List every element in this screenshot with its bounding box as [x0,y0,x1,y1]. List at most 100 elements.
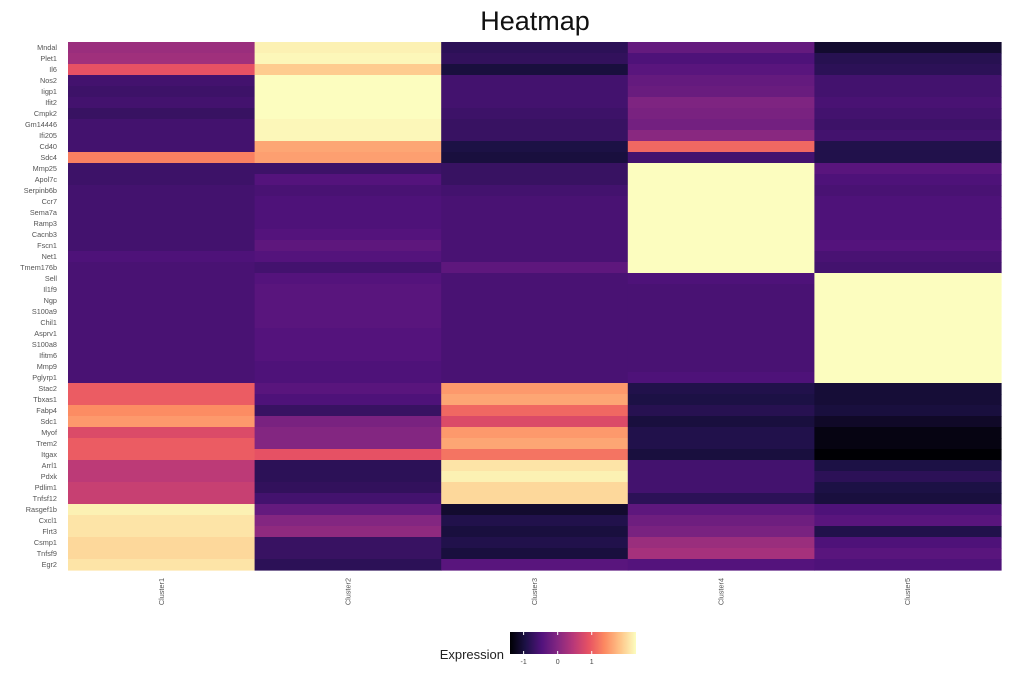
heatmap-cell [814,427,1002,439]
heatmap-cell [254,163,442,175]
heatmap-cell [814,394,1002,406]
gene-label: Tbxas1 [33,395,57,404]
heatmap-cell [254,240,442,252]
heatmap-cell [441,108,629,120]
heatmap-cell [254,427,442,439]
heatmap-cell [68,482,256,494]
legend-title: Expression [440,647,504,662]
cluster-label: Cluster4 [717,578,726,605]
gene-label: Gm14446 [25,120,57,129]
heatmap-cell [814,482,1002,494]
heatmap-cell [68,328,256,340]
heatmap-cell [68,152,256,164]
heatmap-cell [254,108,442,120]
heatmap-cell [814,284,1002,296]
heatmap-cell [814,471,1002,483]
gene-label: Il1f9 [43,285,57,294]
heatmap-cell [814,537,1002,549]
heatmap-cell [254,394,442,406]
heatmap-cell [627,240,815,252]
heatmap-cell [627,427,815,439]
heatmap-cell [814,53,1002,65]
heatmap-cell [627,64,815,76]
gene-label: Arrl1 [42,461,57,470]
heatmap-cell [68,185,256,197]
heatmap-cell [441,196,629,208]
heatmap-cell [627,174,815,186]
legend-tick-label: 0 [556,659,560,666]
heatmap-cell [254,350,442,362]
heatmap-cell [627,537,815,549]
gene-label: Net1 [42,252,57,261]
heatmap-cell [254,405,442,417]
heatmap-cell [627,482,815,494]
heatmap-cell [627,119,815,131]
heatmap-cell [68,141,256,153]
gene-label: Pdlim1 [35,483,57,492]
heatmap-cell [627,471,815,483]
color-legend: Expression -1 0 1 [440,632,636,666]
heatmap-cell [68,394,256,406]
gene-label: Asprv1 [34,329,57,338]
heatmap-cell [627,559,815,571]
heatmap-cell [441,548,629,560]
heatmap-cell [68,240,256,252]
heatmap-cell [627,130,815,142]
gene-label: Cxcl1 [39,516,57,525]
heatmap-cell [627,86,815,98]
heatmap-cell [627,416,815,428]
heatmap-cell [441,526,629,538]
heatmap-cell [254,537,442,549]
heatmap-cell [627,262,815,274]
heatmap-cell [441,427,629,439]
gene-label: Trem2 [36,439,57,448]
cluster-label: Cluster3 [530,578,539,605]
gene-label: Il6 [49,65,57,74]
heatmap-cell [254,306,442,318]
gene-label: Sdc4 [40,153,57,162]
heatmap-cell [68,405,256,417]
gene-label: Ifi205 [39,131,57,140]
heatmap-cell [254,251,442,263]
heatmap-cell [441,394,629,406]
heatmap-cell [441,460,629,472]
heatmap-cell [814,372,1002,384]
heatmap-cell [627,504,815,516]
heatmap-cell [68,361,256,373]
heatmap-cell [627,218,815,230]
heatmap-cell [814,251,1002,263]
heatmap-cell [814,306,1002,318]
heatmap-cell [627,328,815,340]
heatmap-cell [254,460,442,472]
heatmap-cell [254,130,442,142]
heatmap-cell [814,361,1002,373]
heatmap-cell [814,262,1002,274]
heatmap-cells [68,42,1002,571]
heatmap-cell [627,284,815,296]
heatmap-cell [627,196,815,208]
heatmap-cell [68,86,256,98]
heatmap-cell [254,174,442,186]
heatmap-cell [441,207,629,219]
heatmap-cell [254,207,442,219]
heatmap-cell [68,383,256,395]
heatmap-cell [441,493,629,505]
heatmap-cell [68,339,256,351]
heatmap-cell [627,141,815,153]
heatmap-cell [68,229,256,241]
gene-label: Sdc1 [40,417,57,426]
heatmap-cell [814,218,1002,230]
heatmap-cell [627,53,815,65]
heatmap-cell [814,240,1002,252]
heatmap-cell [814,515,1002,527]
heatmap-cell [254,383,442,395]
gene-label: Ifit2 [45,98,57,107]
gene-label: Csmp1 [34,538,57,547]
heatmap-cell [254,196,442,208]
gene-label: Fabp4 [36,406,57,415]
gene-label: Stac2 [38,384,57,393]
heatmap-cell [441,306,629,318]
heatmap-cell [814,460,1002,472]
heatmap-cell [627,438,815,450]
